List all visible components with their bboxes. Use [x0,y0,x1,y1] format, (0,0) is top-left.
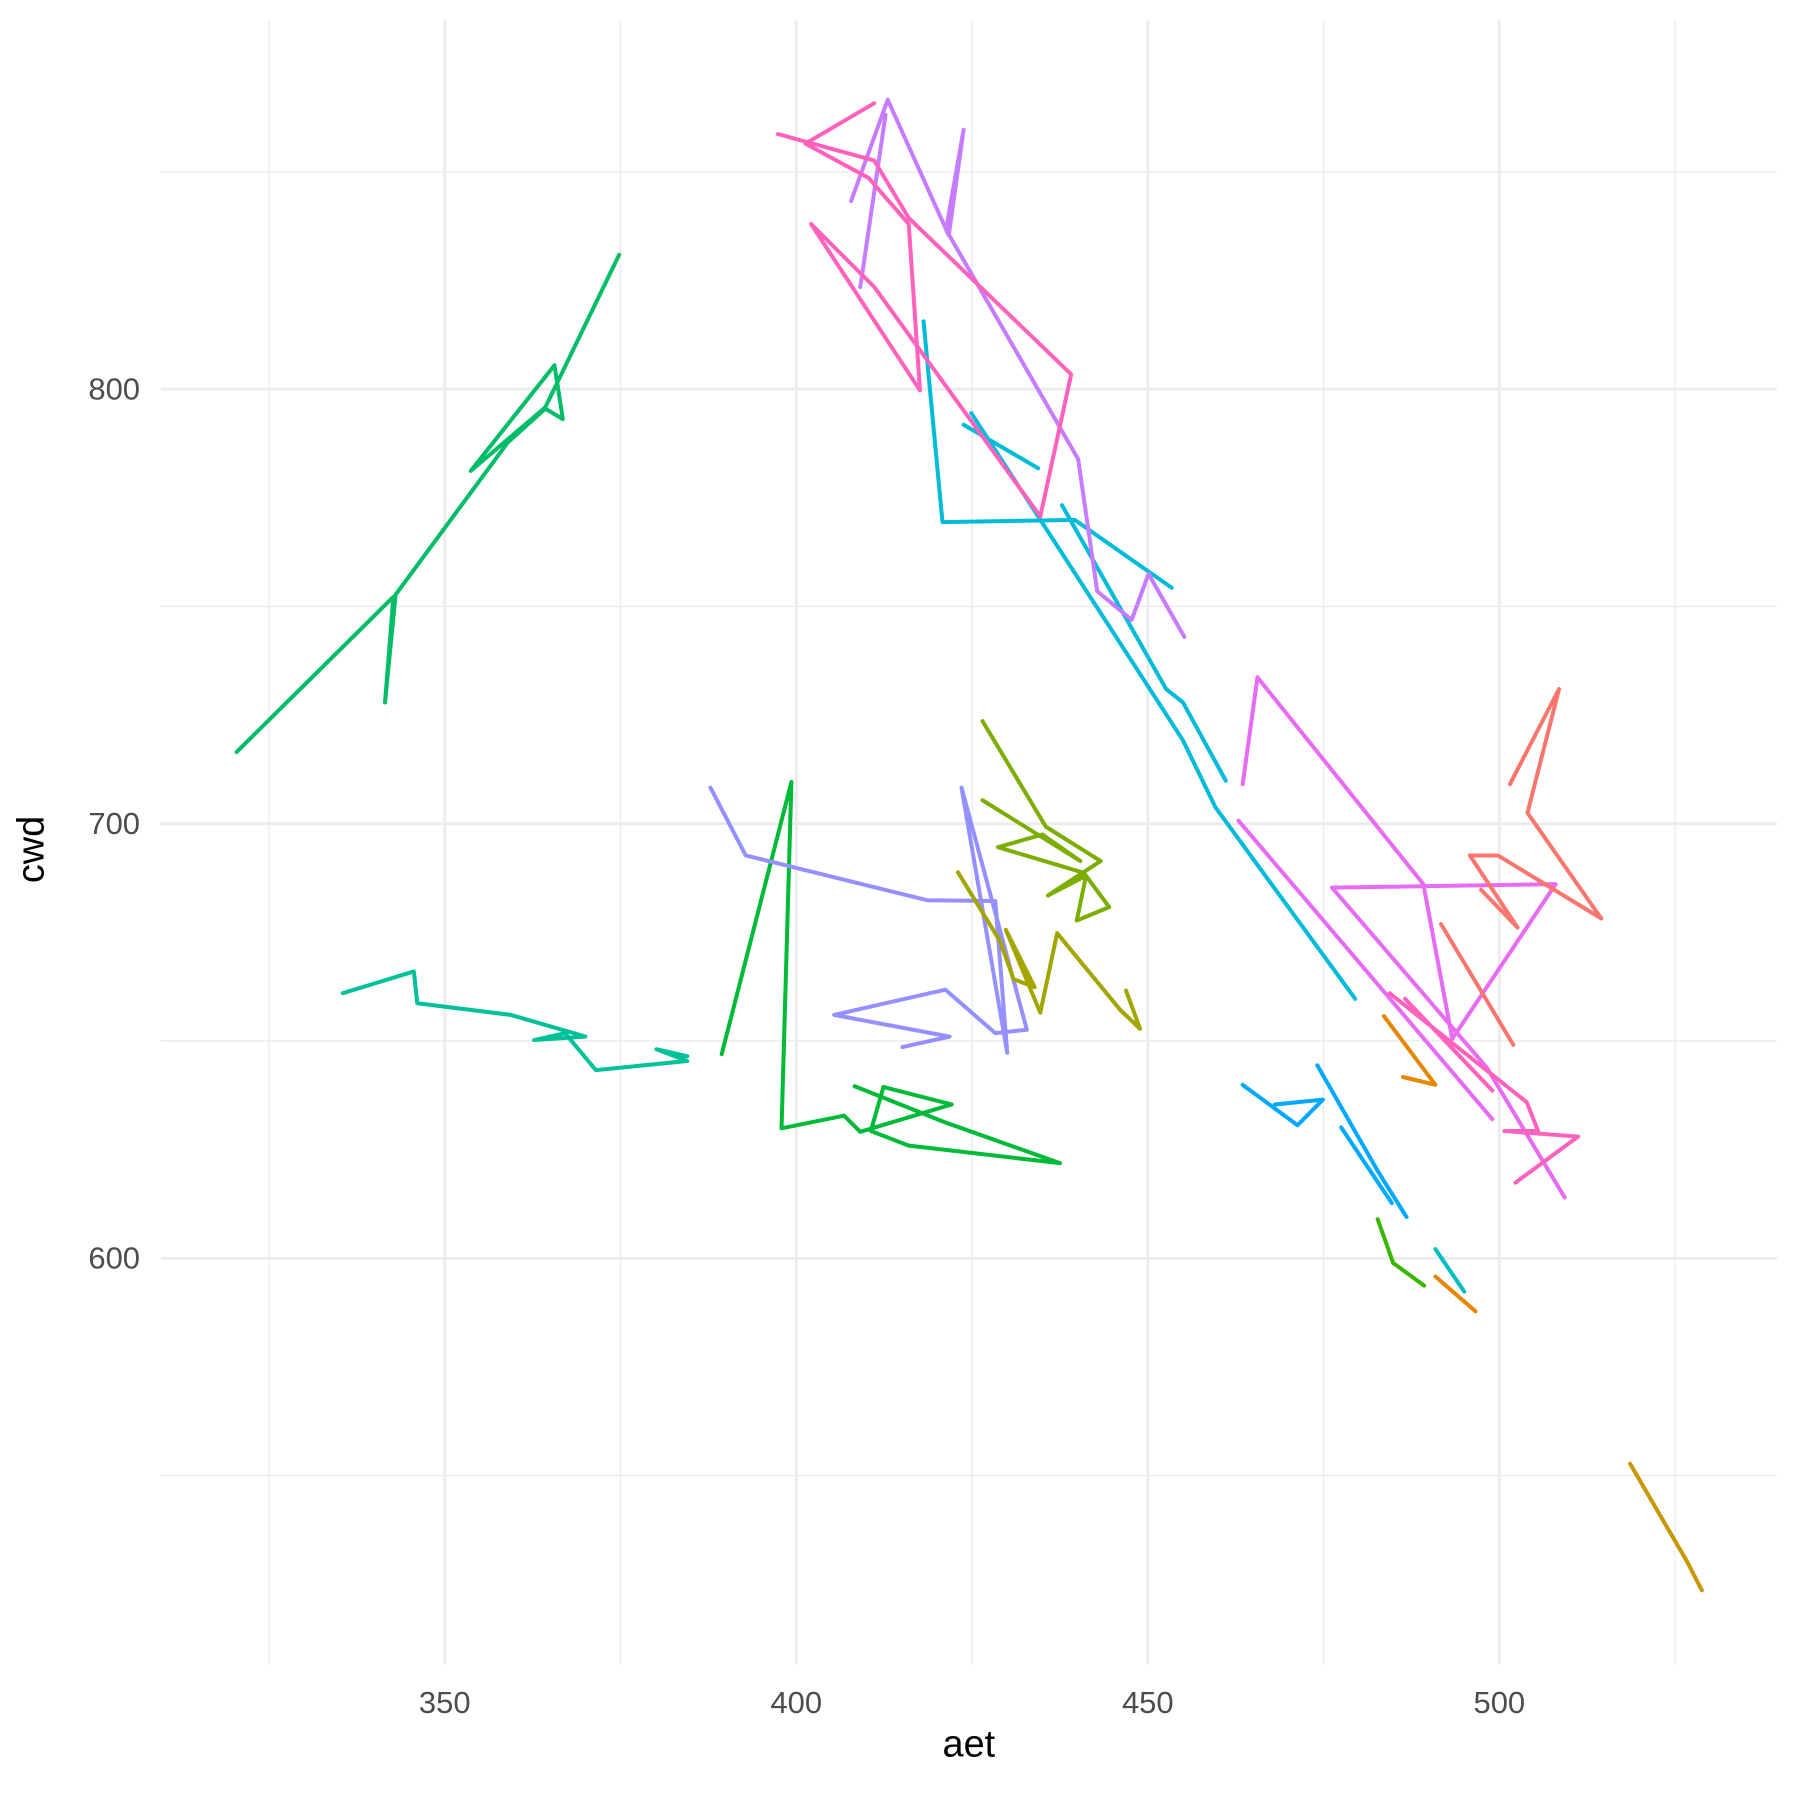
y-tick-label: 800 [88,371,140,406]
series-line [1439,686,1604,1047]
series-line [1236,675,1567,1200]
y-tick-label: 600 [88,1241,140,1276]
series-line [775,101,1581,1185]
x-tick-label: 350 [419,1685,471,1720]
series-line [719,779,1062,1166]
series-line [234,252,622,755]
series-line [955,870,1143,1031]
x-tick-label: 450 [1122,1685,1174,1720]
series-line [1433,1247,1467,1294]
x-tick-label: 500 [1473,1685,1525,1720]
x-tick-label: 400 [770,1685,822,1720]
grid [160,20,1778,1665]
series-line [1628,1461,1704,1593]
y-axis-title: cwd [11,816,53,883]
series-line [1381,1014,1478,1314]
x-axis-title: aet [943,1723,996,1765]
series-line [849,97,1187,639]
series-line [980,719,1112,923]
series-line [1240,1063,1409,1219]
series-line [340,969,690,1073]
y-tick-label: 700 [88,806,140,841]
series-line [708,785,1029,1055]
series-line [921,319,1358,1001]
series-line [1375,1217,1427,1288]
